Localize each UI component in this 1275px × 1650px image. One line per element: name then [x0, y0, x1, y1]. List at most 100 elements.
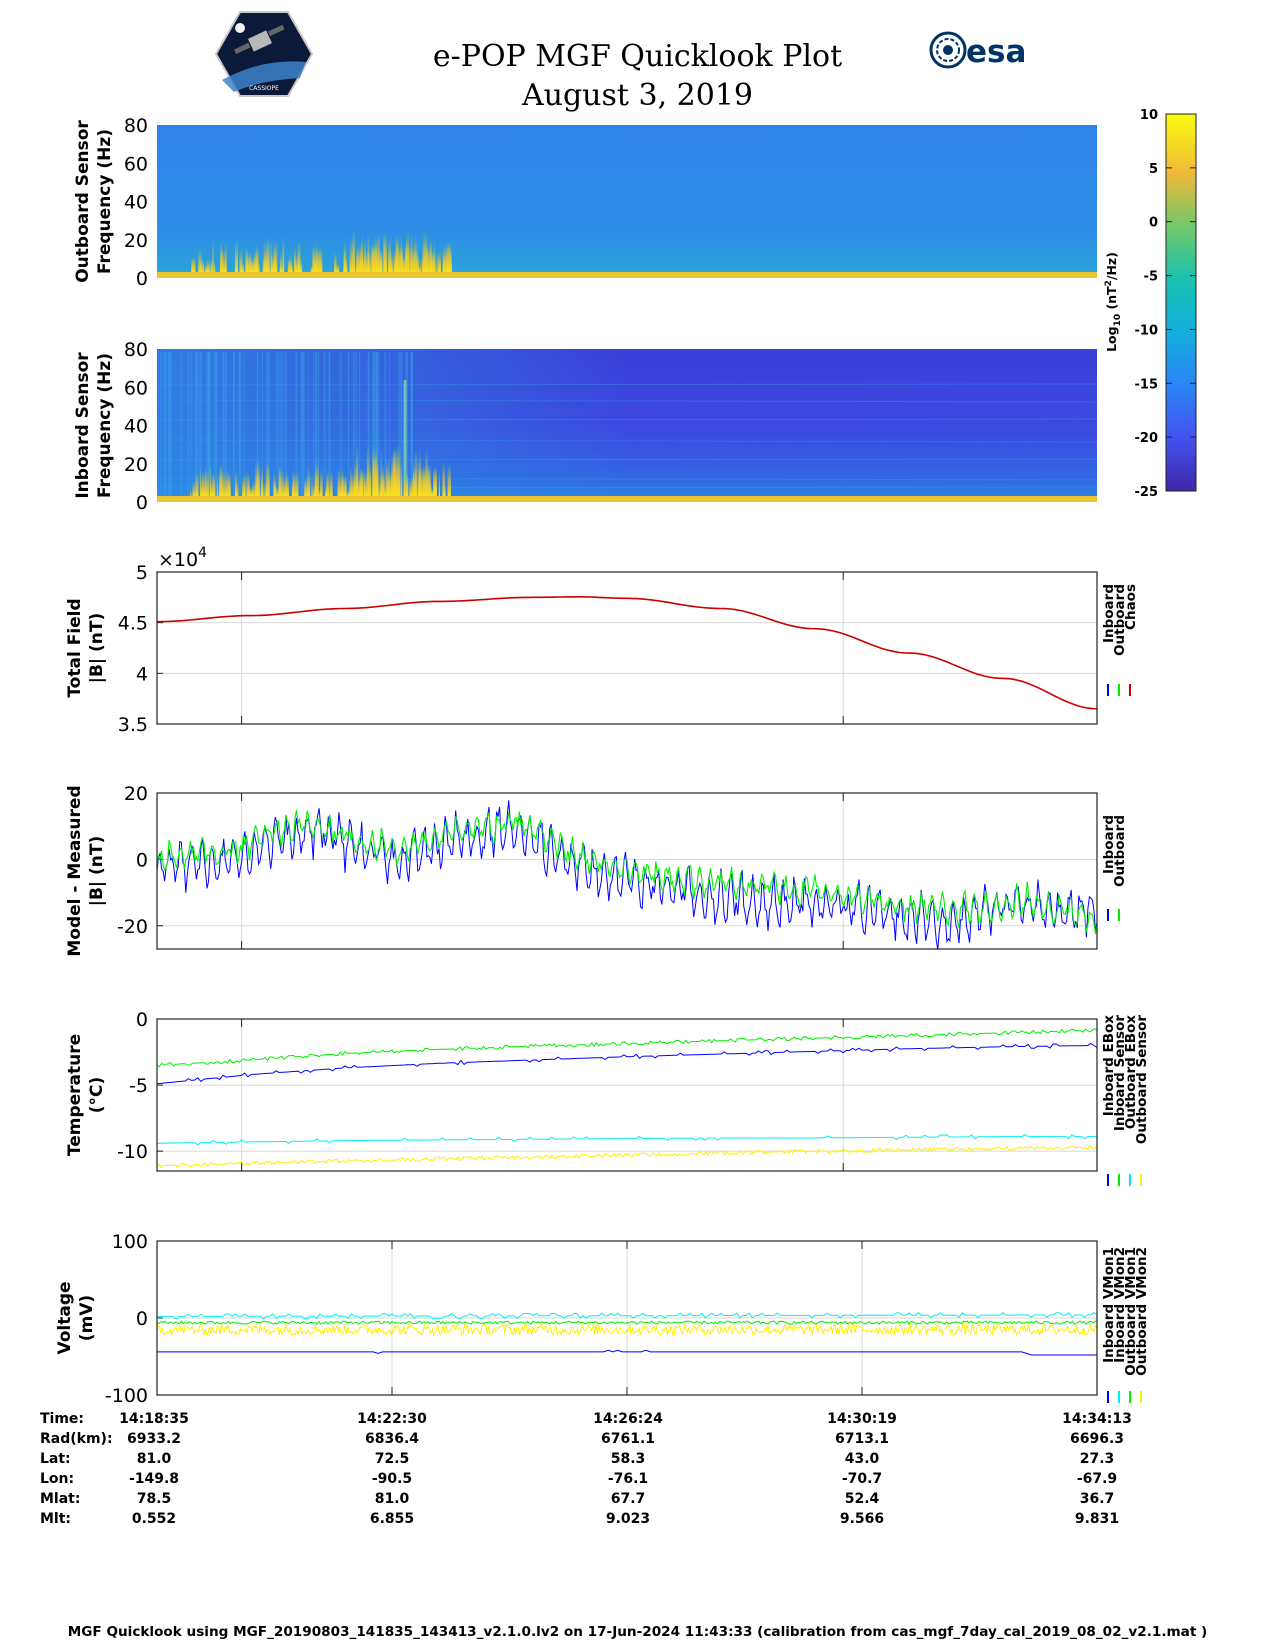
spectral-burst [442, 245, 445, 272]
spectral-burst [202, 469, 206, 496]
spectral-burst [312, 483, 317, 496]
outboard-line [156, 810, 1098, 934]
spectral-burst [294, 254, 299, 272]
model-measured-ytick: 0 [136, 849, 148, 871]
inboard-spectrogram-axis: 80 60 40 20 0 Inboard Sensor Frequency (Hz) [73, 339, 148, 514]
ephemeris-value: 43.0 [844, 1451, 880, 1467]
outboard-vmon1-line [156, 1320, 1098, 1326]
spectral-burst [350, 237, 353, 272]
spectral-burst [406, 470, 409, 496]
spectral-burst [260, 471, 263, 496]
spectral-burst [222, 470, 226, 496]
ephemeris-value: 52.4 [844, 1491, 880, 1507]
spectral-burst [267, 463, 270, 496]
spectral-burst [423, 469, 425, 496]
spectral-burst [218, 488, 221, 496]
ephemeris-value: 9.831 [1074, 1511, 1120, 1527]
colorbar-label: Log10 (nT2/Hz) [1104, 252, 1123, 352]
colorbar-tick-label: 5 [1149, 162, 1158, 177]
spectral-burst [216, 474, 218, 496]
outboard-vmon2-line [156, 1322, 1098, 1337]
colorbar-tick-label: -25 [1135, 485, 1159, 500]
spectral-burst [371, 241, 375, 272]
spectral-burst [224, 242, 227, 272]
ephemeris-value: 14:34:13 [1062, 1411, 1132, 1427]
legend-entry: Chaos [1123, 584, 1139, 630]
spectral-burst [388, 470, 393, 496]
spectral-burst [288, 259, 292, 272]
spectral-burst [427, 247, 430, 272]
spectral-burst [248, 261, 250, 272]
inboard-spectrogram-ytick: 80 [124, 339, 148, 361]
total-field-ylabel: Total Field |B| (nT) [65, 598, 107, 697]
spectral-burst [420, 257, 422, 272]
esa-text: esa [966, 34, 1026, 70]
spectral-burst [286, 476, 290, 496]
voltage-panel: 100 0 -100 Voltage (mV) Inboard VMon1Inboard … [55, 1231, 1150, 1407]
spectral-burst [271, 254, 274, 272]
spectral-burst [191, 262, 196, 272]
legend-entry: Inboard VMon1 [1101, 1247, 1117, 1363]
ephemeris-value: -76.1 [607, 1471, 649, 1487]
spectral-burst [412, 249, 415, 272]
spectral-burst [367, 472, 371, 496]
spectral-burst [352, 229, 356, 272]
spectral-burst [366, 444, 370, 496]
spectral-burst [220, 248, 224, 272]
spectral-burst [353, 461, 357, 496]
spectral-burst [275, 486, 279, 496]
model-measured-ylabel: Model - Measured |B| (nT) [65, 785, 107, 956]
spectral-burst [246, 251, 249, 272]
spectral-burst [193, 261, 196, 272]
ephemeris-value: -149.8 [128, 1471, 180, 1487]
spectral-burst [342, 474, 347, 496]
temperature-ytick: 0 [136, 1009, 148, 1031]
inboard-low-frequency-band [157, 496, 1097, 502]
ephemeris-value: 81.0 [136, 1451, 172, 1467]
ephemeris-value: -67.9 [1076, 1471, 1118, 1487]
spectral-burst [279, 252, 283, 272]
total-field-exponent: ×104 [158, 545, 207, 571]
ephemeris-value: 0.552 [131, 1511, 177, 1527]
spectral-burst [385, 458, 390, 496]
total-field-frame [156, 571, 1098, 725]
spectral-burst [317, 488, 321, 496]
spectral-burst [430, 488, 434, 496]
spectral-burst [209, 463, 212, 496]
spectral-burst [375, 243, 377, 272]
plot-date: August 3, 2019 [521, 78, 753, 113]
temperature-series [156, 1028, 1098, 1168]
spectral-burst [252, 480, 256, 496]
colorbar-tick-label: -20 [1135, 431, 1159, 446]
spectral-burst [310, 265, 314, 272]
spectral-burst [292, 470, 294, 496]
spectral-burst [379, 486, 382, 496]
cassiope-text: CASSIOPE [249, 85, 279, 92]
ephemeris-value: -70.7 [841, 1471, 883, 1487]
spectral-burst [413, 470, 416, 496]
voltage-ylabel: Voltage (mV) [55, 1281, 97, 1354]
inboard-ebox-line [156, 1028, 1098, 1068]
ephemeris-row: Time: 14:18:35 14:22:30 14:26:24 14:30:19 14:… [0, 1411, 1275, 1431]
spectral-burst [420, 467, 424, 496]
voltage-ytick: 0 [136, 1308, 148, 1330]
spectral-burst [346, 489, 350, 496]
spectral-burst [356, 464, 358, 496]
spectral-burst [372, 446, 377, 496]
spectral-burst [246, 470, 249, 496]
spectral-burst [438, 471, 441, 496]
model-measured-frame [156, 792, 1098, 950]
legend-entry: Outboard VMon1 [1123, 1247, 1139, 1376]
spectral-burst [227, 472, 231, 496]
ephemeris-row-label: Rad(km): [40, 1431, 113, 1447]
spectral-burst [261, 464, 264, 496]
spectral-burst [375, 446, 378, 496]
spectral-burst [340, 477, 345, 496]
spectral-burst [412, 472, 415, 496]
spectral-burst [414, 262, 418, 272]
legend-entry: Inboard Sensor [1112, 1015, 1128, 1132]
inboard-spectrogram-ylabel: Inboard Sensor Frequency (Hz) [73, 352, 115, 499]
